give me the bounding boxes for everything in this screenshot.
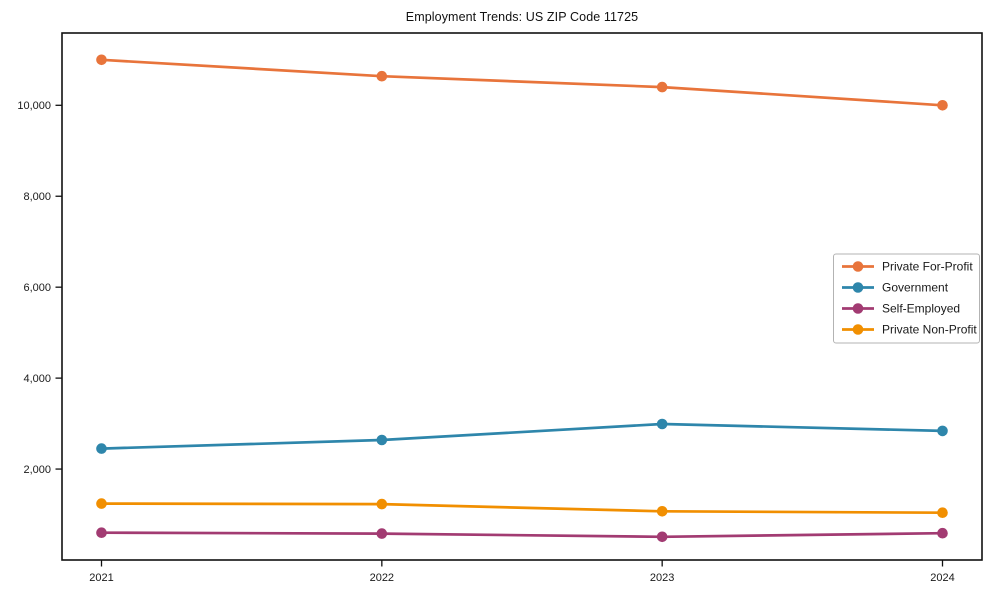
- x-tick-label: 2023: [650, 572, 674, 584]
- data-point-self-employed-2021: [96, 527, 107, 538]
- series-line-government: [100, 422, 944, 450]
- data-point-private-non-profit-2021: [96, 498, 107, 509]
- legend-item-label: Private Non-Profit: [882, 323, 977, 337]
- data-point-private-for-profit-2023: [656, 81, 668, 93]
- data-point-private-for-profit-2022: [376, 70, 388, 82]
- series-private-non-profit: [96, 498, 948, 518]
- y-tick-label: 8,000: [23, 191, 51, 203]
- data-point-private-for-profit-2021: [96, 54, 107, 66]
- y-tick-label: 4,000: [23, 373, 51, 385]
- x-tick-label: 2021: [89, 572, 113, 584]
- legend: Private For-Profit Government Self-Employe…: [833, 253, 980, 344]
- y-axis: 2,000 4,000 6,000 8,000 10,000: [17, 100, 62, 476]
- x-tick-label: 2022: [370, 572, 394, 584]
- legend-box: [833, 253, 980, 344]
- y-tick-label: 2,000: [23, 464, 51, 476]
- x-tick-label: 2024: [930, 572, 954, 584]
- data-point-private-for-profit-2024: [937, 100, 948, 111]
- data-point-government-2023: [656, 418, 668, 430]
- data-point-government-2022: [376, 434, 388, 446]
- legend-item-label: Private For-Profit: [882, 260, 973, 274]
- data-point-government-2021: [96, 443, 107, 454]
- legend-marker-dot: [852, 261, 864, 272]
- series-line-self-employed: [100, 531, 944, 539]
- y-tick-label: 10,000: [17, 100, 51, 112]
- legend-marker-dot: [852, 303, 864, 314]
- legend-marker-dot: [852, 282, 864, 293]
- x-axis: 2021 2022 2023 2024: [89, 560, 955, 584]
- data-point-self-employed-2024: [937, 527, 948, 539]
- legend-item-private-non-profit: Private Non-Profit: [842, 323, 977, 337]
- y-tick-label: 6,000: [23, 282, 51, 294]
- data-point-private-non-profit-2024: [937, 507, 948, 518]
- legend-item-label: Self-Employed: [882, 302, 960, 316]
- data-point-government-2024: [937, 425, 948, 437]
- series-government: [96, 418, 948, 454]
- series-private-for-profit: [96, 54, 948, 111]
- data-point-private-non-profit-2023: [656, 506, 668, 517]
- plot-border: [61, 32, 983, 561]
- legend-marker-dot: [852, 324, 864, 335]
- series-line-private-for-profit: [100, 58, 944, 107]
- legend-item-label: Government: [882, 281, 949, 295]
- legend-item-self-employed: Self-Employed: [842, 302, 960, 316]
- data-point-self-employed-2023: [656, 531, 668, 543]
- series-self-employed: [96, 527, 948, 543]
- series-line-private-non-profit: [100, 502, 944, 515]
- chart-title: Employment Trends: US ZIP Code 11725: [405, 10, 639, 24]
- legend-item-private-for-profit: Private For-Profit: [842, 260, 973, 274]
- legend-item-government: Government: [842, 281, 949, 295]
- data-point-self-employed-2022: [376, 528, 388, 539]
- data-point-private-non-profit-2022: [376, 498, 388, 510]
